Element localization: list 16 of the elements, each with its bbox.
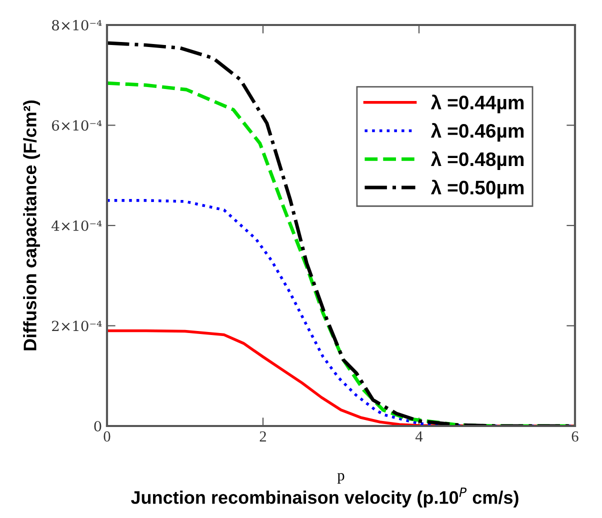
legend-label: λ =0.46µm [430, 122, 524, 142]
legend-label: λ =0.44µm [430, 94, 524, 114]
x-tick-label: 0 [104, 431, 110, 442]
y-tick-label: 2×10⁻⁴ [52, 320, 102, 332]
x-tick-label: 6 [572, 431, 578, 442]
y-axis-title: Diffusion capacitance (F/cm²) [23, 100, 40, 350]
x-tick-label: 2 [260, 431, 266, 442]
y-tick-label: 8×10⁻⁴ [52, 20, 102, 30]
y-tick-label: 6×10⁻⁴ [52, 120, 102, 131]
legend-label: λ =0.48µm [430, 151, 524, 170]
y-tick-label: 0 [94, 420, 102, 432]
text: Junction recombinaison velocity (p.10$^{P}$ cm/s) [130, 488, 518, 508]
y-tick-label: 4×10⁻⁴ [52, 220, 102, 231]
x-axis-title: p [337, 473, 344, 484]
legend-label: λ =0.50µm [430, 180, 524, 198]
x-tick-label: 4 [415, 431, 423, 442]
